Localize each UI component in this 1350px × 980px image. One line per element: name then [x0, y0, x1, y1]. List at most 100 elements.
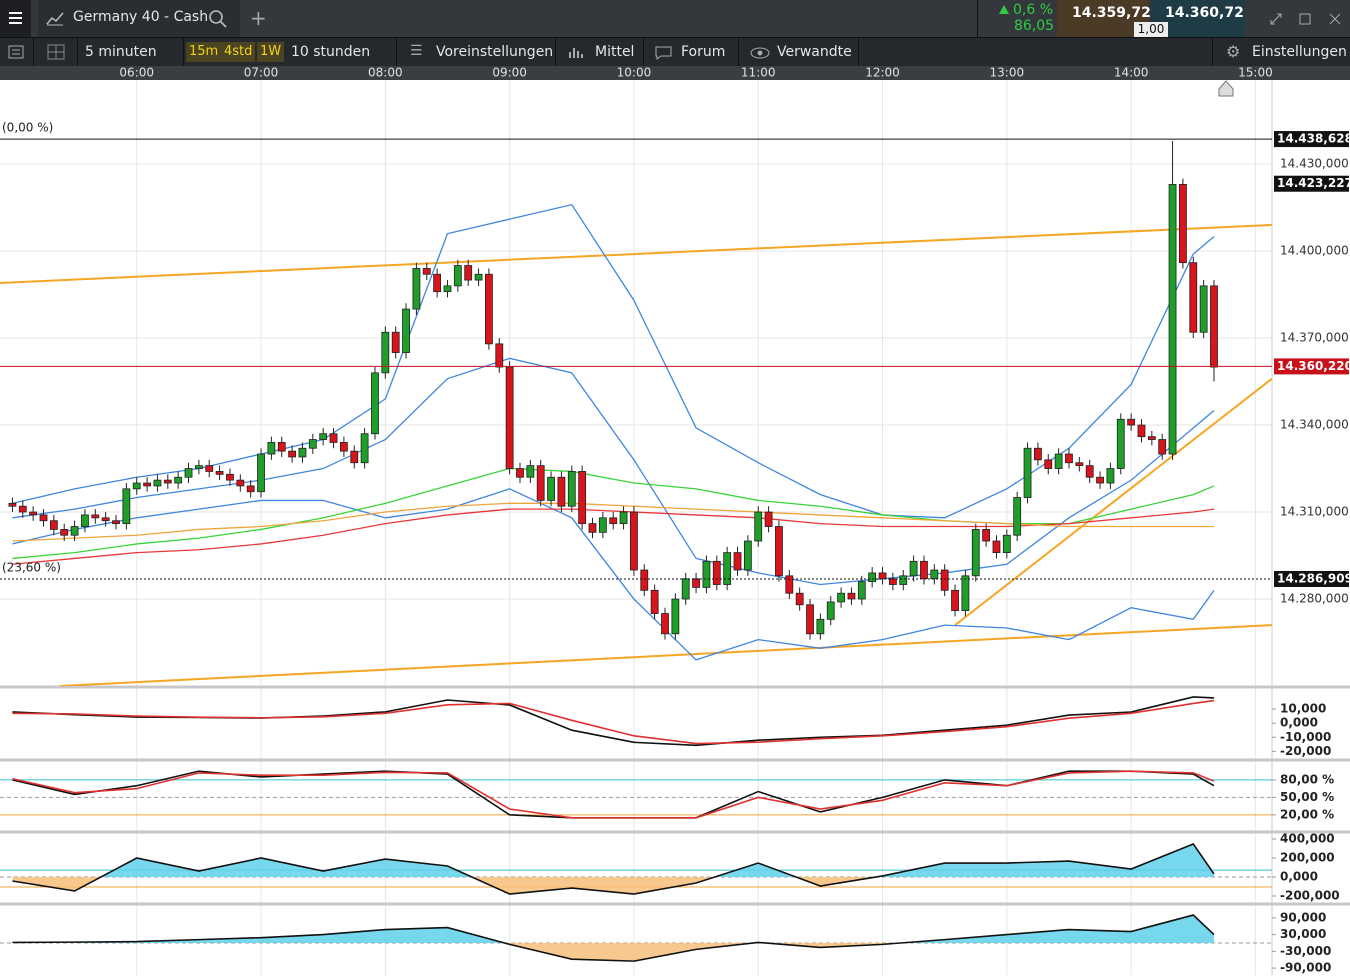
indicator-line [12, 770, 1215, 819]
fib-label: (0,00 %) [2, 121, 53, 135]
indicator-line [12, 914, 1215, 962]
price-label: 14.360,220 [1277, 359, 1350, 373]
scroll-marker[interactable] [1218, 80, 1234, 97]
y-tick-label: 50,00 % [1280, 790, 1334, 804]
candle-body [982, 529, 991, 542]
candle-body [1065, 453, 1073, 464]
indicator-icon [569, 48, 583, 58]
related[interactable]: Verwandte [777, 44, 852, 60]
settings[interactable]: Einstellungen [1252, 44, 1347, 60]
candle-body [205, 465, 214, 472]
y-tick-label: 0,000 [1280, 870, 1318, 884]
candle-body [308, 439, 317, 449]
candle-body [422, 268, 431, 275]
candle-body [112, 520, 120, 525]
quick-4std[interactable]: 4std [221, 42, 256, 62]
candle-body [319, 433, 328, 440]
y-tick-label: 30,000 [1280, 927, 1326, 941]
x-tick-label: 15:00 [1238, 66, 1273, 80]
search-icon[interactable] [208, 9, 228, 29]
candle-body [650, 589, 659, 614]
candle-body [495, 343, 504, 368]
indicator-line [12, 203, 1215, 519]
candle-body [122, 488, 131, 525]
indicator-line [12, 357, 1215, 586]
quick-15m[interactable]: 15m [186, 42, 222, 62]
window-controls[interactable] [1268, 10, 1344, 28]
candle-body [29, 511, 38, 516]
y-tick-label: 14.400,000 [1280, 244, 1349, 258]
quick-1w[interactable]: 1W [257, 42, 285, 62]
y-tick-label: -20,000 [1280, 744, 1331, 758]
candle-body [8, 502, 17, 507]
candle-body [215, 471, 224, 475]
x-tick-label: 06:00 [119, 66, 154, 80]
candle-body [557, 476, 566, 507]
candle-body [526, 465, 535, 478]
candle-body [350, 450, 359, 464]
trend-line [0, 223, 1272, 284]
candle-body [143, 482, 151, 487]
candle-body [39, 514, 48, 522]
x-tick-label: 08:00 [368, 66, 403, 80]
interval[interactable]: 5 minuten [85, 44, 157, 60]
price-label-box [1274, 570, 1349, 587]
candle-body [754, 511, 763, 542]
presets[interactable]: Voreinstellungen [436, 44, 554, 60]
forum[interactable]: Forum [681, 44, 726, 60]
price-label-box [1274, 175, 1349, 192]
candle-body [91, 514, 100, 519]
candle-body [661, 613, 669, 635]
time-axis-bg [0, 66, 1350, 80]
candle-body [640, 569, 649, 591]
candle-body [681, 578, 690, 600]
plot [0, 140, 1272, 686]
candle-body [485, 273, 493, 345]
candle-body [951, 589, 959, 612]
candle-body [723, 552, 732, 585]
instrument-name: Germany 40 - Cash [73, 9, 209, 25]
candle-body [1179, 183, 1187, 264]
bid-box[interactable]: 14.359,72 [1057, 0, 1151, 37]
instrument-tab[interactable]: Germany 40 - Cash [38, 0, 240, 37]
candle-body [909, 560, 918, 577]
candle-body [1147, 436, 1156, 440]
candle-body [474, 273, 483, 281]
candle-body [806, 604, 814, 635]
bid-price: 14.359,72 [1072, 5, 1151, 21]
change-points: 86,05 [1014, 18, 1055, 34]
candle-body [1127, 418, 1136, 426]
candle-body [847, 592, 856, 600]
candle-body [588, 523, 597, 533]
x-tick-label: 14:00 [1114, 66, 1149, 80]
candle-body [992, 540, 1001, 554]
candle-body [132, 482, 141, 490]
indicators[interactable]: Mittel [595, 44, 635, 60]
candle-body [971, 529, 980, 577]
candle-body [1044, 459, 1053, 469]
candle-body [598, 517, 607, 533]
up-arrow [999, 5, 1009, 14]
y-tick-label: -200,000 [1280, 889, 1340, 903]
trend-line [60, 624, 1272, 686]
presets-icon: ☰ [410, 43, 423, 59]
price-label: 14.438,628 [1277, 132, 1350, 146]
x-tick-label: 13:00 [990, 66, 1025, 80]
candle-body [536, 465, 545, 501]
candle-body [630, 511, 638, 571]
candle-body [878, 572, 887, 580]
candle-body [692, 578, 700, 588]
toolbar: 5 minuten 15m 4std 1W 10 stunden ☰ Vorei… [0, 37, 1350, 67]
candle-body [1096, 476, 1104, 484]
candle-body [298, 447, 307, 458]
candle-body [70, 526, 79, 536]
candle-body [795, 592, 804, 606]
range[interactable]: 10 stunden [291, 44, 371, 60]
layout-icons[interactable] [8, 44, 68, 62]
candle-body [1116, 418, 1125, 469]
add-tab[interactable]: + [250, 6, 267, 30]
chart-icon [46, 12, 64, 26]
menu-button[interactable] [0, 0, 31, 37]
candle-body [18, 505, 27, 513]
